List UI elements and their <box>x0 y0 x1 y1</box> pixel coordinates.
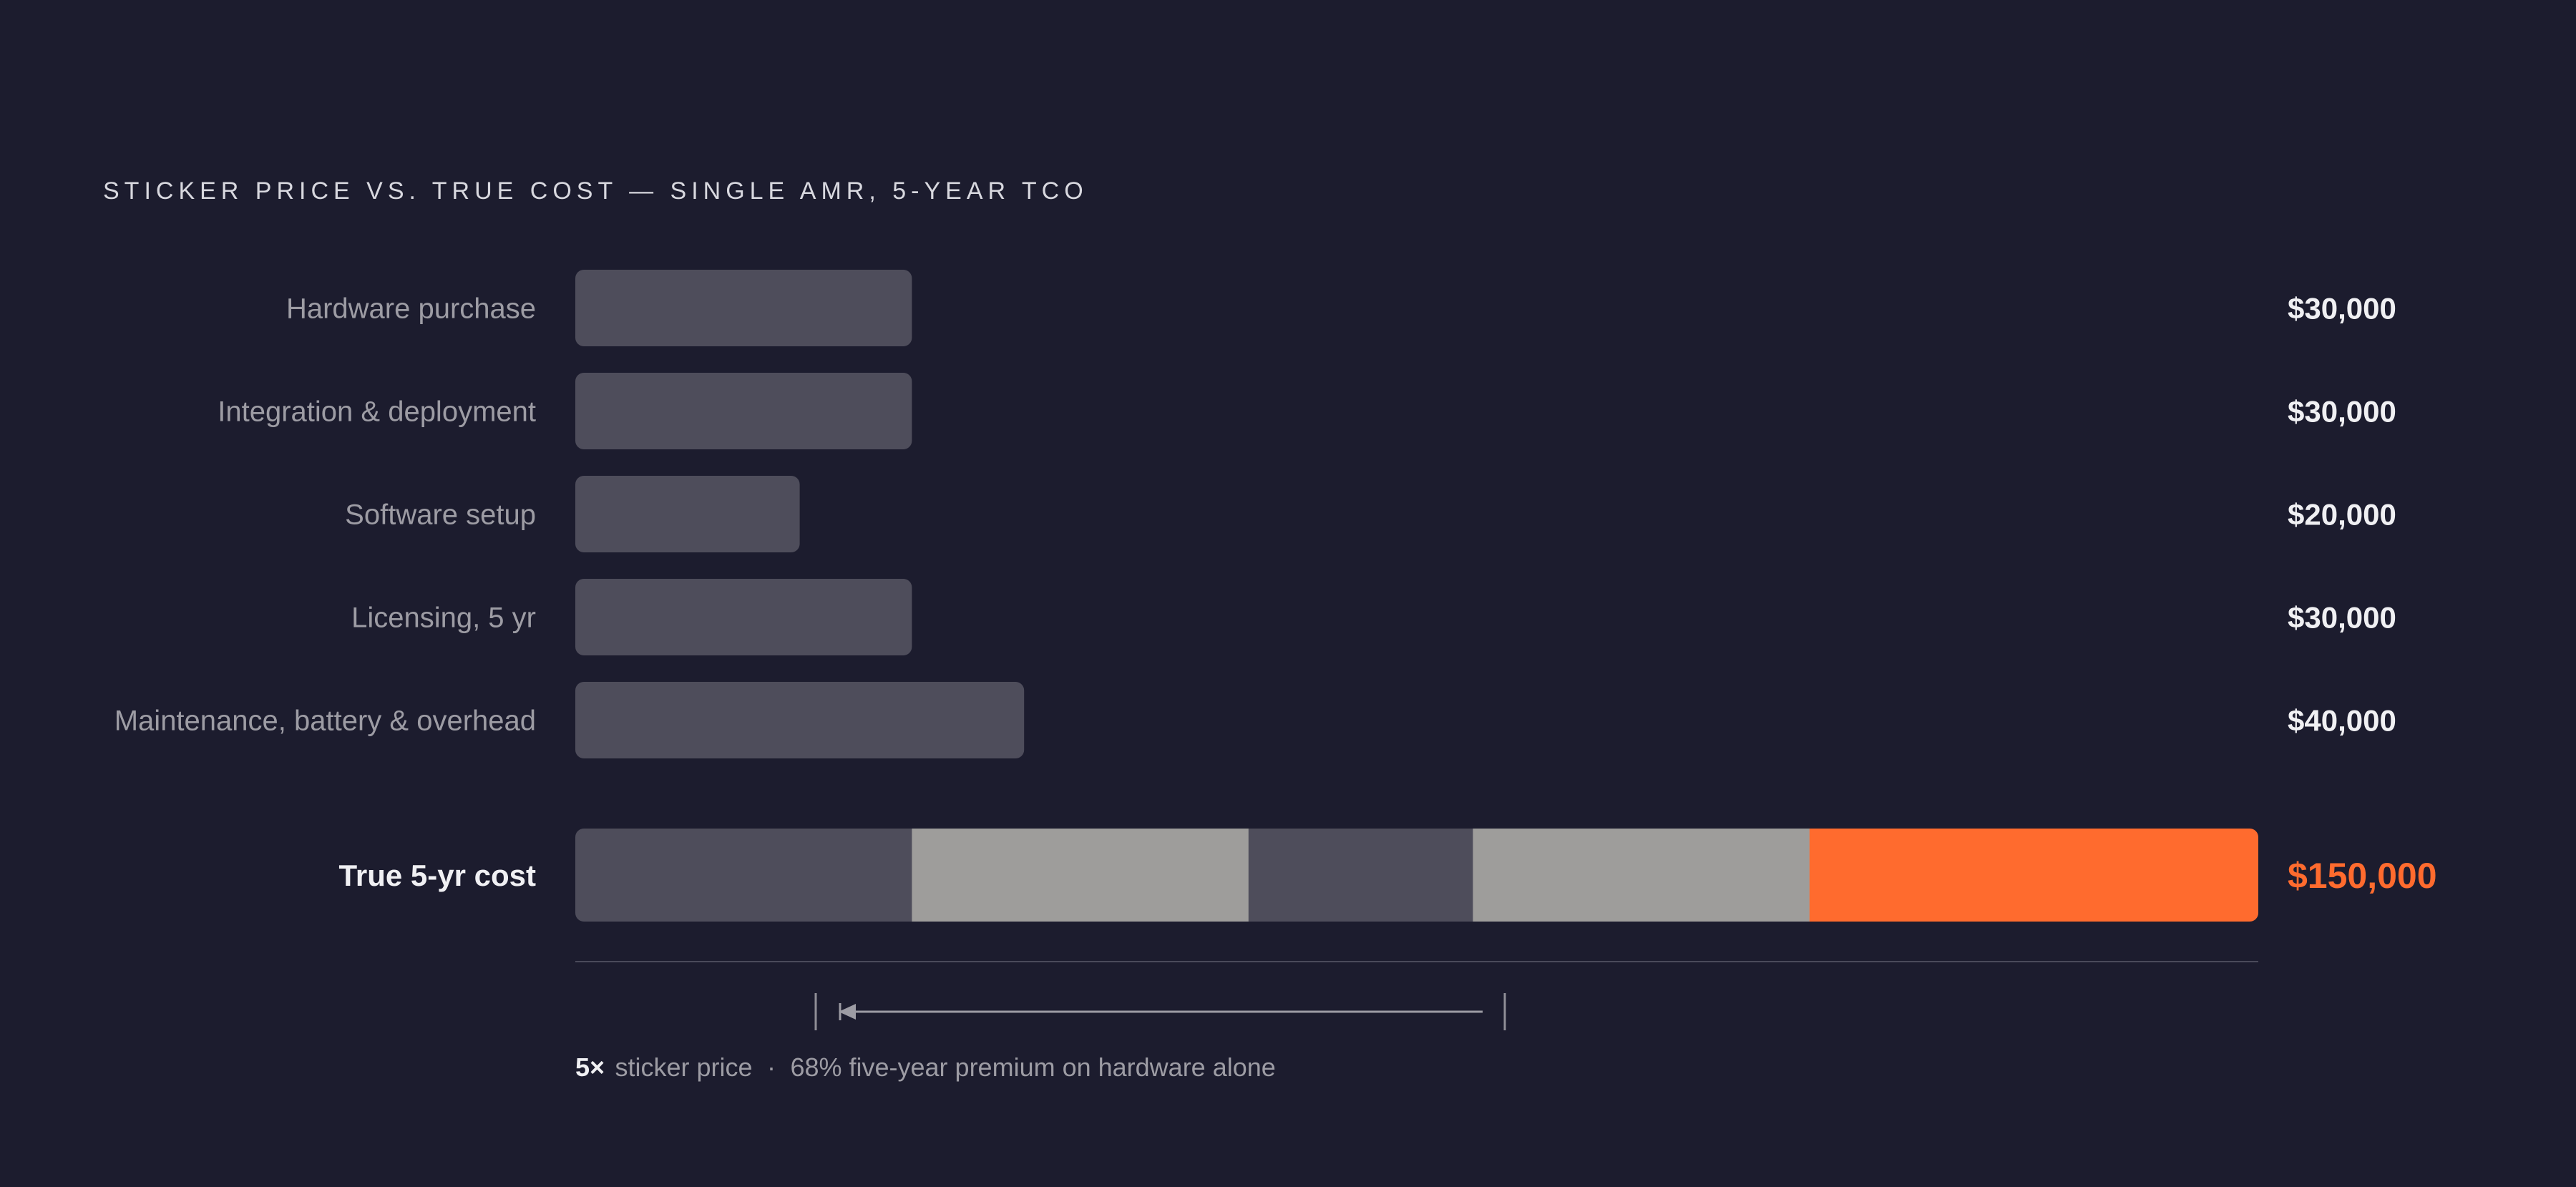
stack-segment-3 <box>1473 829 1810 922</box>
premium-text: 68% five-year premium on hardware alone <box>790 1052 1275 1082</box>
multiplier-value: 5× <box>575 1052 605 1082</box>
bar <box>575 373 912 449</box>
row-0: Hardware purchase $30,000 <box>286 270 2396 346</box>
bar <box>575 476 800 552</box>
category-label: Hardware purchase <box>286 293 536 325</box>
category-label: Integration & deployment <box>218 396 536 428</box>
category-label: Maintenance, battery & overhead <box>114 705 536 737</box>
total-row: True 5-yr cost $150,000 <box>339 829 2437 922</box>
row-2: Software setup $20,000 <box>345 476 2396 552</box>
row-1: Integration & deployment $30,000 <box>218 373 2396 449</box>
bar <box>575 682 1025 758</box>
value-label: $30,000 <box>2288 601 2396 635</box>
bracket-arrow-head <box>839 1004 856 1020</box>
value-label: $30,000 <box>2288 292 2396 326</box>
multiplier-text: sticker price <box>615 1052 753 1082</box>
premium-bracket <box>814 993 1506 1030</box>
stack-segment-0 <box>575 829 912 922</box>
category-label: Software setup <box>345 499 536 531</box>
bar <box>575 270 912 346</box>
value-label: $20,000 <box>2288 498 2396 532</box>
value-label: $30,000 <box>2288 395 2396 429</box>
row-4: Maintenance, battery & overhead $40,000 <box>114 682 2396 758</box>
stack-segment-2 <box>1248 829 1473 922</box>
category-label: Licensing, 5 yr <box>351 602 536 634</box>
value-label: $40,000 <box>2288 704 2396 738</box>
note-separator: · <box>767 1052 776 1082</box>
total-value: $150,000 <box>2288 856 2437 896</box>
stacked-bar <box>575 829 2258 922</box>
annotation-note: 5× sticker price · 68% five-year premium… <box>575 1052 1276 1082</box>
stack-segment-4 <box>1809 829 2258 922</box>
bar <box>575 579 912 655</box>
row-3: Licensing, 5 yr $30,000 <box>351 579 2396 655</box>
chart-title: STICKER PRICE VS. TRUE COST — SINGLE AMR… <box>103 177 1088 205</box>
total-label: True 5-yr cost <box>339 859 536 892</box>
stack-segment-1 <box>912 829 1249 922</box>
